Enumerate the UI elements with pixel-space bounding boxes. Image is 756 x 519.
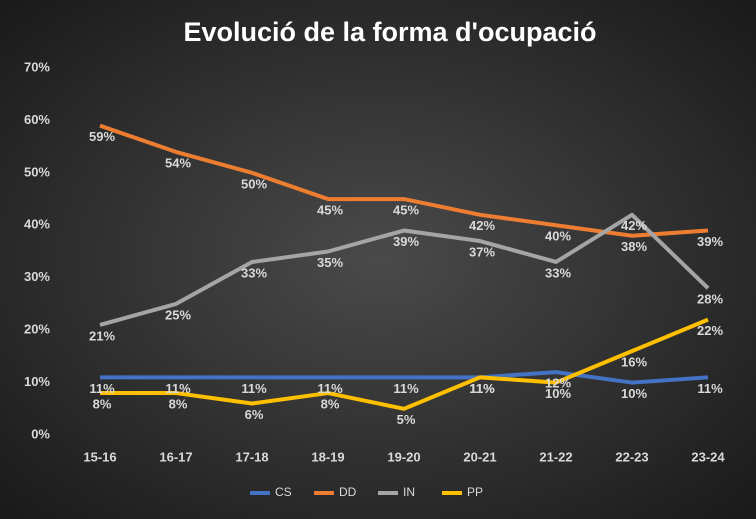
data-label: 5% — [397, 412, 416, 427]
data-label: 35% — [317, 255, 343, 270]
data-label: 40% — [545, 229, 571, 244]
data-label: 11% — [241, 381, 267, 396]
data-label: 11% — [317, 381, 343, 396]
data-label: 10% — [545, 386, 571, 401]
data-label: 11% — [469, 381, 495, 396]
y-tick-label: 30% — [24, 269, 50, 284]
data-label: 21% — [89, 328, 115, 343]
data-label: 11% — [89, 381, 115, 396]
y-tick-label: 20% — [24, 322, 50, 337]
y-tick-label: 10% — [24, 374, 50, 389]
data-label: 59% — [89, 129, 115, 144]
data-label: 39% — [393, 234, 419, 249]
data-label: 45% — [393, 203, 419, 218]
x-tick-label: 15-16 — [83, 449, 116, 464]
data-label: 42% — [469, 218, 495, 233]
data-label: 39% — [697, 234, 723, 249]
data-label: 16% — [621, 355, 647, 370]
data-label: 11% — [697, 381, 723, 396]
series-line — [100, 317, 709, 411]
data-label: 33% — [545, 265, 571, 280]
data-label: 10% — [621, 386, 647, 401]
data-label: 45% — [317, 203, 343, 218]
data-label: 25% — [165, 307, 191, 322]
data-label: 12% — [545, 376, 571, 391]
y-tick-label: 0% — [31, 426, 50, 441]
data-label: 37% — [469, 244, 495, 259]
data-label: 11% — [469, 381, 495, 396]
series-line — [99, 212, 710, 327]
data-label: 33% — [241, 265, 267, 280]
x-tick-label: 19-20 — [387, 449, 420, 464]
y-tick-label: 50% — [24, 164, 50, 179]
x-tick-label: 17-18 — [235, 449, 268, 464]
x-tick-label: 21-22 — [539, 449, 572, 464]
x-tick-label: 22-23 — [615, 449, 648, 464]
data-label: 8% — [169, 396, 188, 411]
legend-label: IN — [403, 485, 415, 499]
x-tick-label: 23-24 — [691, 449, 725, 464]
series-line — [100, 370, 709, 385]
data-label: 6% — [245, 407, 264, 422]
data-label: 8% — [93, 396, 112, 411]
x-tick-label: 18-19 — [311, 449, 344, 464]
data-label: 8% — [321, 396, 340, 411]
y-tick-label: 60% — [24, 112, 50, 127]
legend-label: PP — [467, 485, 483, 499]
x-tick-label: 20-21 — [463, 449, 496, 464]
chart-title: Evolució de la forma d'ocupació — [183, 17, 596, 47]
data-label: 42% — [621, 218, 647, 233]
data-label: 50% — [241, 176, 267, 191]
y-tick-label: 40% — [24, 217, 50, 232]
legend-label: DD — [339, 485, 357, 499]
data-label: 11% — [165, 381, 191, 396]
legend-label: CS — [275, 485, 292, 499]
x-tick-label: 16-17 — [159, 449, 192, 464]
data-label: 28% — [697, 292, 723, 307]
data-label: 11% — [393, 381, 419, 396]
data-label: 22% — [697, 323, 723, 338]
data-label: 38% — [621, 239, 647, 254]
data-label: 54% — [165, 155, 191, 170]
y-tick-label: 70% — [24, 59, 50, 74]
